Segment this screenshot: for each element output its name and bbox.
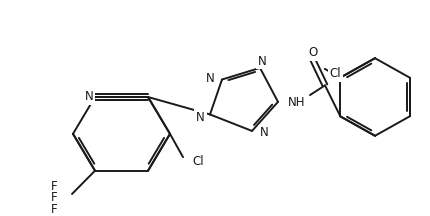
- Text: F: F: [51, 191, 58, 204]
- Text: O: O: [308, 46, 318, 59]
- Text: F: F: [51, 203, 58, 216]
- Text: N: N: [206, 72, 215, 85]
- Text: F: F: [51, 180, 58, 193]
- Text: NH: NH: [288, 96, 305, 109]
- Text: N: N: [85, 91, 93, 103]
- Text: N: N: [258, 55, 266, 68]
- Text: N: N: [196, 111, 205, 124]
- Text: N: N: [260, 126, 269, 139]
- Text: Cl: Cl: [330, 67, 341, 80]
- Text: Cl: Cl: [192, 154, 204, 167]
